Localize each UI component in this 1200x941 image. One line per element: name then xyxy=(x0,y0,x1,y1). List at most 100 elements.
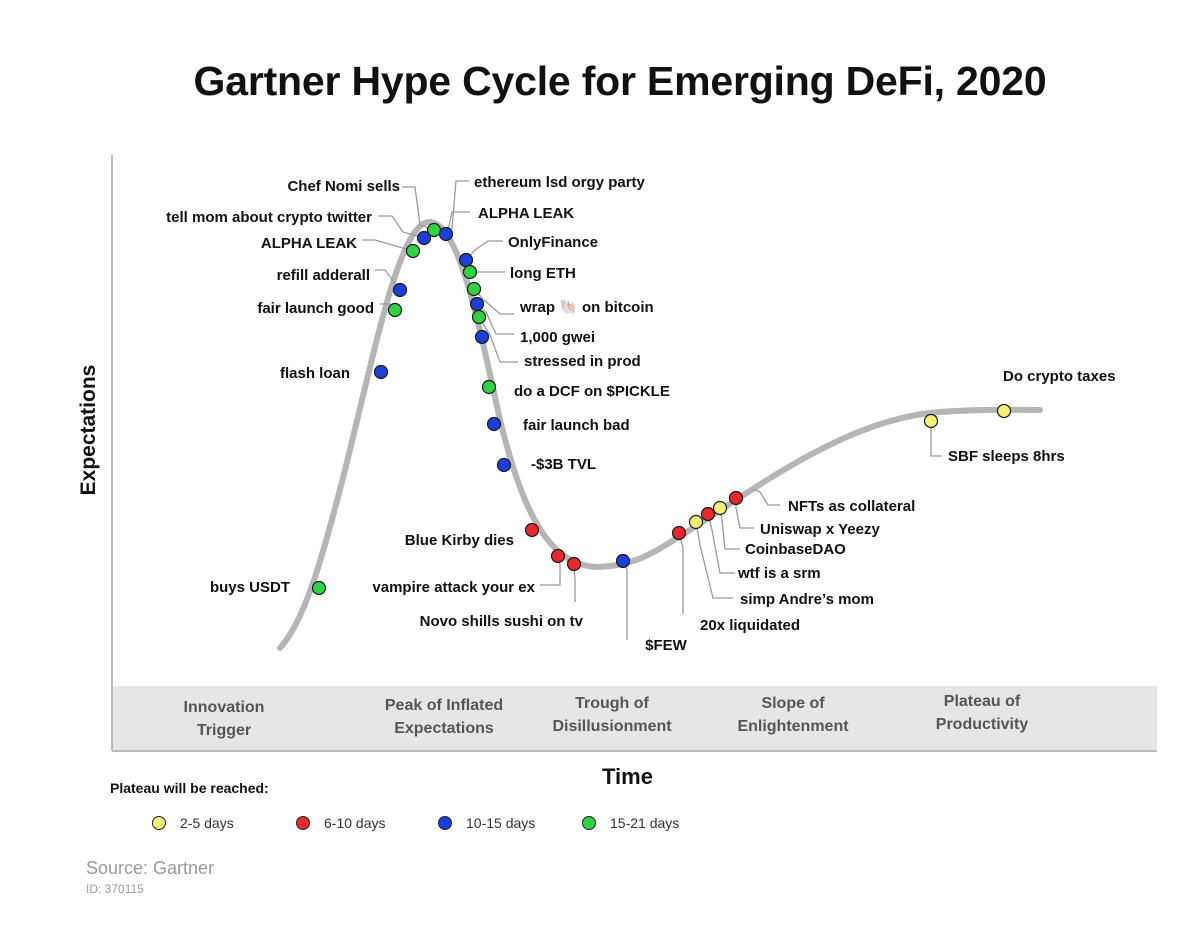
leader-line xyxy=(378,215,425,239)
point-label: Novo shills sushi on tv xyxy=(420,613,584,630)
curve-point xyxy=(373,364,389,380)
point-label: 20x liquidated xyxy=(700,617,800,634)
source-note: Source: Gartner xyxy=(86,858,215,878)
legend-dot xyxy=(296,816,310,830)
point-label: refill adderall xyxy=(277,267,370,284)
curve-points xyxy=(311,222,1012,596)
x-axis-label: Time xyxy=(602,764,653,789)
point-label: wrap 🐚 on bitcoin xyxy=(519,299,654,316)
point-label: SBF sleeps 8hrs xyxy=(948,448,1065,465)
curve-point xyxy=(462,264,478,280)
point-label: ALPHA LEAK xyxy=(478,205,574,222)
curve-point xyxy=(615,553,631,569)
phase-label-line2: Enlightenment xyxy=(737,718,849,735)
curve-point xyxy=(392,282,408,298)
phase-label-line1: Trough of xyxy=(575,695,649,712)
phase-label-line2: Trigger xyxy=(197,722,251,739)
legend-label: 6-10 days xyxy=(324,815,386,831)
curve-point xyxy=(471,309,487,325)
point-label: CoinbaseDAO xyxy=(745,541,846,558)
curve-point xyxy=(923,413,939,429)
leader-line xyxy=(695,521,733,599)
legend-item-6-10: 6-10 days xyxy=(296,815,385,831)
curve-point xyxy=(688,514,704,530)
point-label: wtf is a srm xyxy=(737,565,821,582)
curve-point xyxy=(550,548,566,564)
curve-point xyxy=(524,522,540,538)
curve-point xyxy=(405,243,421,259)
curve-point xyxy=(481,379,497,395)
point-label: ALPHA LEAK xyxy=(261,235,357,252)
point-label: Do crypto taxes xyxy=(1003,368,1116,385)
y-axis-label: Expectations xyxy=(77,364,100,496)
legend-item-15-21: 15-21 days xyxy=(582,815,679,831)
point-label: $FEW xyxy=(645,637,688,654)
legend-label: 2-5 days xyxy=(180,815,234,831)
phase-label-line1: Peak of Inflated xyxy=(385,697,503,714)
point-label: buys USDT xyxy=(210,579,290,596)
curve-point xyxy=(671,525,687,541)
leader-line xyxy=(753,488,780,506)
leader-line xyxy=(473,288,514,315)
phase-label-line1: Plateau of xyxy=(944,693,1021,710)
legend-label: 15-21 days xyxy=(610,815,680,831)
point-label: flash loan xyxy=(280,365,350,382)
point-labels: buys USDT flash loan fair launch good refil… xyxy=(166,174,1115,654)
curve-point xyxy=(996,403,1012,419)
phase-label-line1: Innovation xyxy=(184,699,265,716)
phase-band xyxy=(112,686,1157,751)
point-label: vampire attack your ex xyxy=(372,579,535,596)
leader-line xyxy=(930,421,942,457)
curve-point xyxy=(728,490,744,506)
leader-line xyxy=(362,239,414,252)
point-label: ethereum lsd orgy party xyxy=(474,174,646,191)
legend-dot xyxy=(582,816,596,830)
phase-label-line1: Slope of xyxy=(761,695,825,712)
point-label: stressed in prod xyxy=(524,353,641,370)
curve-point xyxy=(474,329,490,345)
leader-line xyxy=(678,532,684,614)
point-label: NFTs as collateral xyxy=(788,498,915,515)
phase-label-line2: Disillusionment xyxy=(552,718,672,735)
leader-line xyxy=(478,316,518,363)
leader-line xyxy=(447,211,470,231)
curve-point xyxy=(466,281,482,297)
curve-point xyxy=(700,506,716,522)
hype-curve xyxy=(277,219,1043,651)
source-id: ID: 370115 xyxy=(86,882,144,896)
leader-line xyxy=(622,560,628,640)
curve-point xyxy=(469,296,485,312)
curve-point xyxy=(426,222,442,238)
point-label: Blue Kirby dies xyxy=(405,532,514,549)
curve-point xyxy=(387,302,403,318)
phase-label-line2: Expectations xyxy=(394,720,494,737)
curve-point xyxy=(416,230,432,246)
chart-title: Gartner Hype Cycle for Emerging DeFi, 20… xyxy=(193,58,1047,104)
legend-title: Plateau will be reached: xyxy=(110,780,269,796)
legend-dot xyxy=(152,816,166,830)
point-label: Chef Nomi sells xyxy=(287,178,400,195)
point-label: Uniswap x Yeezy xyxy=(760,521,880,538)
point-label: -$3B TVL xyxy=(531,456,596,473)
curve-point xyxy=(486,416,502,432)
point-label: tell mom about crypto twitter xyxy=(166,209,372,226)
curve-point xyxy=(458,252,474,268)
curve-point xyxy=(712,500,728,516)
legend-item-2-5: 2-5 days xyxy=(152,815,234,831)
curve-point xyxy=(311,580,327,596)
leader-line xyxy=(402,186,435,231)
leader-line xyxy=(375,269,401,291)
legend-dot xyxy=(438,816,452,830)
phase-label-line2: Productivity xyxy=(936,716,1029,733)
legend-item-10-15: 10-15 days xyxy=(438,815,535,831)
point-label: fair launch good xyxy=(257,300,374,317)
point-label: 1,000 gwei xyxy=(520,329,595,346)
curve-point xyxy=(438,226,454,242)
leader-line xyxy=(707,513,735,574)
curve-point xyxy=(566,556,582,572)
point-label: fair launch bad xyxy=(523,417,630,434)
phase-labels: Innovation Trigger Peak of Inflated Expecta… xyxy=(184,693,1029,739)
point-label: OnlyFinance xyxy=(508,234,598,251)
point-label: long ETH xyxy=(510,265,576,282)
